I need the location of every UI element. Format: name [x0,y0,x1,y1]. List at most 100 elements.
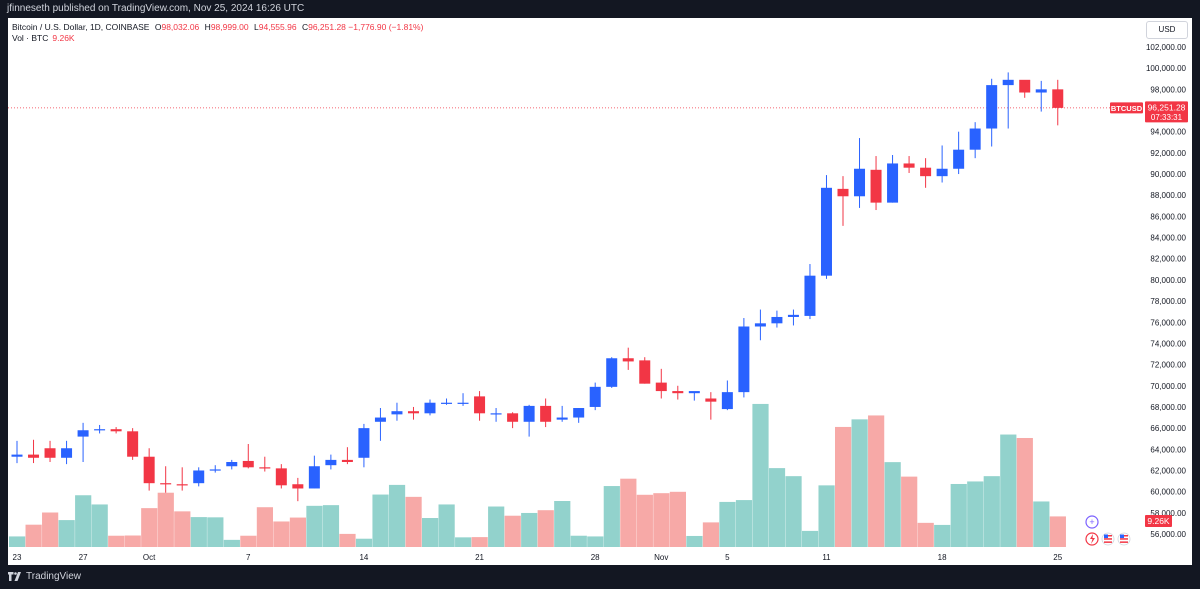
volume-bar [91,504,108,547]
time-tick-label: 28 [591,553,600,562]
volume-bar [58,520,75,547]
candle-body [28,454,40,458]
top-bar: jfinneseth published on TradingView.com,… [0,0,1200,18]
price-tick-label: 98,000.00 [1150,85,1186,94]
candle-body [507,413,519,422]
volume-bar [108,535,125,547]
price-tick-label: 86,000.00 [1150,212,1186,221]
volume-bar [768,468,786,547]
volume-bar [653,493,670,547]
candle-body [391,411,403,415]
tradingview-brand[interactable]: TradingView [8,571,81,582]
price-tick-label: 102,000.00 [1146,43,1187,52]
volume-bar [884,462,901,547]
candle-body [771,316,783,324]
volume-bar [636,494,653,547]
volume-bar [388,484,406,547]
candle-body [226,462,238,467]
candle-body [11,454,23,457]
candle-body [887,163,899,203]
candle-body [573,408,585,418]
price-tick-label: 62,000.00 [1150,466,1186,475]
candle-body [837,188,849,197]
volume-bar [620,478,637,547]
candles [11,72,1064,502]
time-tick-label: Nov [654,553,668,562]
price-tick-label: 94,000.00 [1150,128,1186,137]
volume-bar [752,403,769,547]
candle-body [920,167,932,177]
candle-body [754,323,766,327]
countdown-timer: 07:33:31 [1151,113,1183,122]
time-tick-label: 25 [1053,553,1062,562]
add-indicator-icon[interactable] [1085,515,1099,529]
candle-body [176,484,188,486]
candle-body [787,314,799,317]
candle-body [606,358,618,387]
volume-bar [207,517,224,547]
volume-bar [537,510,554,547]
volume-bar [223,539,240,547]
price-tick-label: 88,000.00 [1150,191,1186,200]
price-tick-label: 60,000.00 [1150,488,1186,497]
volume-bar [686,535,703,547]
volume-bar [124,535,141,547]
volume-bar [669,491,686,547]
candle-body [820,187,832,276]
candle-body [325,459,337,466]
candle-body [193,470,205,484]
volume-bar [488,506,505,547]
price-axis[interactable]: 102,000.00100,000.0098,000.0096,000.0094… [1085,43,1188,546]
time-tick-label: 7 [246,553,251,562]
volume-bar [273,521,290,547]
volume-bar [9,536,26,547]
candle-body [275,468,287,486]
candle-body [589,386,601,407]
plus-icon: + [1089,517,1094,527]
volume-bar [355,538,373,547]
open-value: 98,032.06 [161,22,200,32]
time-tick-label: 5 [725,553,730,562]
time-axis[interactable]: 23 27 Oct 7 14 21 28 Nov 5 11 18 25 [13,553,1063,562]
high-label: H [204,22,211,32]
flag-canton [1104,534,1108,538]
candle-body [77,430,89,437]
flag-stripe [1120,541,1128,543]
candle-body [1002,79,1014,86]
high-value: 98,999.00 [210,22,249,32]
volume-bar [934,524,951,547]
candle-body [457,402,469,404]
open-label: O [154,22,162,32]
volume-bar [42,512,59,547]
candle-body [308,466,320,489]
price-tick-label: 90,000.00 [1150,170,1186,179]
volume-bar [587,536,604,547]
price-tick-label: 66,000.00 [1150,424,1186,433]
ticker-label: BTCUSD [1111,104,1143,113]
candle-body [441,402,453,404]
volume-bar [455,537,472,547]
currency-button[interactable]: USD [1146,21,1188,39]
candle-body [953,149,965,169]
volume-bar [471,537,488,547]
price-tag [1145,101,1188,123]
candle-body [903,163,915,168]
change-value: −1,776.90 (−1.81%) [348,22,424,32]
candle-body [804,275,816,316]
flag-stripe [1104,541,1112,543]
candle-body [341,459,353,463]
volume-value: 9.26K [52,33,75,43]
volume-bar [157,492,174,547]
candle-body [870,169,882,203]
candle-body [110,429,122,432]
candle-body [61,448,73,458]
candle-body [986,85,998,129]
price-tick-label: 84,000.00 [1150,234,1186,243]
flag-stripe [1120,538,1128,540]
candle-body [854,168,866,197]
candle-body [209,469,221,471]
volume-bar [950,483,967,547]
candle-body [160,483,172,485]
candle-body [738,326,750,393]
